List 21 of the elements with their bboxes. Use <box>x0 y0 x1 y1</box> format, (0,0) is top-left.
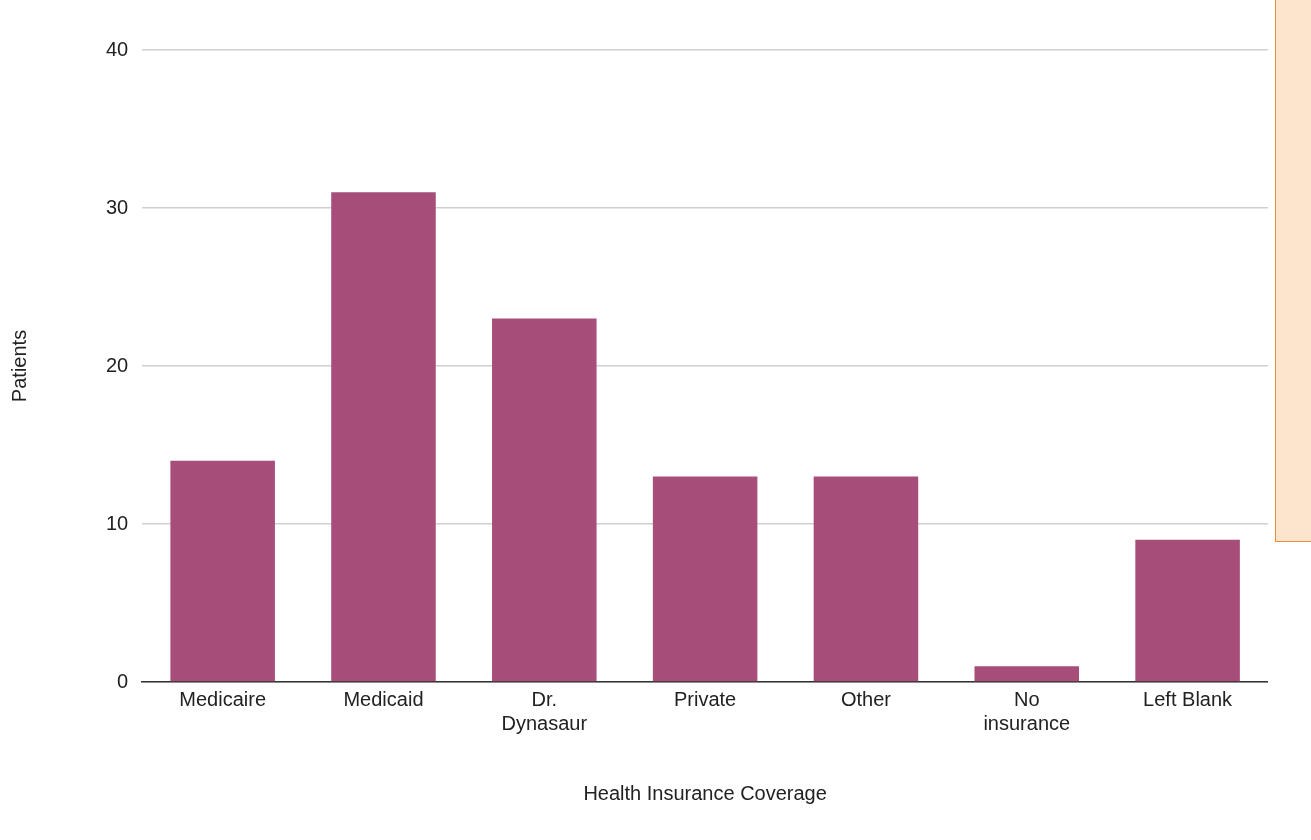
bar <box>331 192 436 682</box>
y-tick-label: 0 <box>117 669 129 692</box>
bar <box>974 666 1080 682</box>
y-axis-title: Patients <box>7 329 30 403</box>
x-axis-title: Health Insurance Coverage <box>583 781 827 804</box>
x-tick-label: Medicaire <box>179 687 267 710</box>
bar <box>652 476 758 682</box>
y-tick-label: 10 <box>106 511 129 534</box>
bar <box>813 476 919 682</box>
x-tick-label: Dr. Dynasaur <box>501 687 588 734</box>
y-tick-label: 20 <box>106 353 129 376</box>
y-tick-label: 30 <box>106 195 129 218</box>
x-tick-label: Medicaid <box>343 687 424 710</box>
bar <box>1135 539 1240 682</box>
x-tick-label: No insurance <box>983 687 1071 734</box>
y-tick-label: 40 <box>106 37 129 60</box>
bar <box>170 460 275 682</box>
x-tick-label: Other <box>840 687 892 710</box>
x-tick-label: Private <box>674 687 737 710</box>
bar <box>492 318 597 682</box>
x-tick-label: Left Blank <box>1143 687 1234 710</box>
